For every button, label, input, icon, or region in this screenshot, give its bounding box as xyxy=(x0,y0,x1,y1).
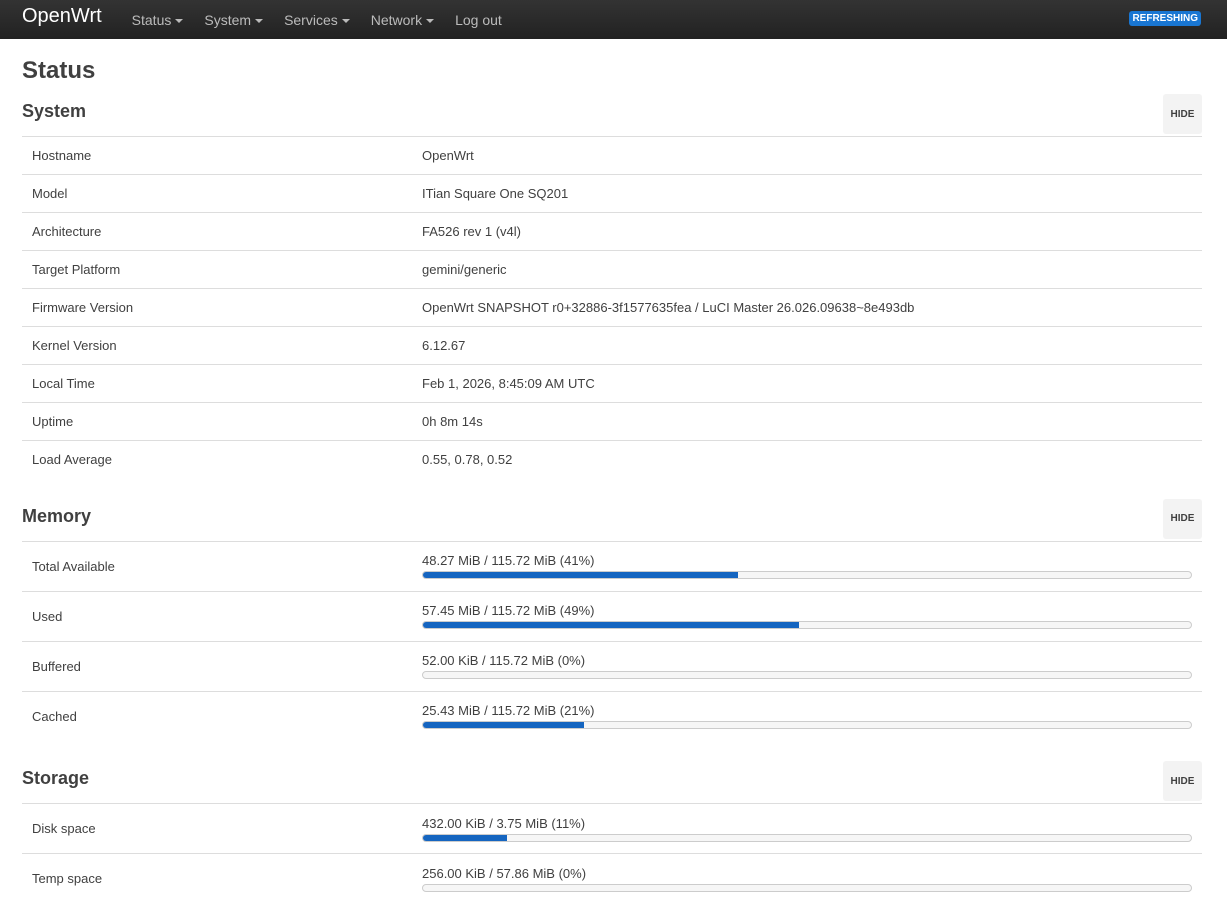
row-label: Disk space xyxy=(22,803,412,854)
menu-status[interactable]: Status xyxy=(132,12,184,28)
progress-bar xyxy=(422,671,1192,679)
storage-table: Disk space 432.00 KiB / 3.75 MiB (11%) Tem… xyxy=(22,803,1202,904)
hide-memory-button[interactable]: HIDE xyxy=(1163,498,1202,539)
refreshing-badge[interactable]: REFRESHING xyxy=(1129,11,1201,26)
table-row: Buffered 52.00 KiB / 115.72 MiB (0%) xyxy=(22,640,1202,691)
system-table: Hostname OpenWrt Model ITian Square One SQ2… xyxy=(22,136,1202,479)
system-section: System HIDE Hostname OpenWrt Model ITian Sq… xyxy=(22,94,1202,479)
progress-fill xyxy=(423,722,585,729)
table-row: Disk space 432.00 KiB / 3.75 MiB (11%) xyxy=(22,803,1202,854)
table-row: Architecture FA526 rev 1 (v4l) xyxy=(22,212,1202,251)
row-label: Load Average xyxy=(22,440,412,479)
caret-down-icon xyxy=(255,18,264,23)
row-value: OpenWrt SNAPSHOT r0+32886-3f1577635fea /… xyxy=(412,288,1202,327)
row-label: Cached xyxy=(22,690,412,741)
menu-label: Network xyxy=(370,11,423,28)
value-text: 0h 8m 14s xyxy=(422,414,483,429)
value-text: FA526 rev 1 (v4l) xyxy=(422,224,521,239)
row-value: 6.12.67 xyxy=(412,326,1202,365)
row-label: Buffered xyxy=(22,640,412,691)
caret-down-icon xyxy=(341,18,350,23)
table-row: Load Average 0.55, 0.78, 0.52 xyxy=(22,440,1202,479)
row-value: 256.00 KiB / 57.86 MiB (0%) xyxy=(412,853,1202,904)
value-text: 48.27 MiB / 115.72 MiB (41%) xyxy=(422,553,595,568)
value-text: OpenWrt SNAPSHOT r0+32886-3f1577635fea /… xyxy=(422,300,915,315)
menu-system[interactable]: System xyxy=(204,11,264,28)
row-label: Architecture xyxy=(22,212,412,251)
row-value: 432.00 KiB / 3.75 MiB (11%) xyxy=(412,803,1202,854)
table-row: Temp space 256.00 KiB / 57.86 MiB (0%) xyxy=(22,853,1202,904)
row-value: FA526 rev 1 (v4l) xyxy=(412,212,1202,251)
row-label: Used xyxy=(22,590,412,641)
caret-down-icon xyxy=(175,18,184,23)
section-title: Storage xyxy=(22,768,90,788)
value-text: 432.00 KiB / 3.75 MiB (11%) xyxy=(422,815,586,831)
row-label: Model xyxy=(22,174,412,213)
hide-system-button[interactable]: HIDE xyxy=(1163,94,1202,134)
row-value: 0.55, 0.78, 0.52 xyxy=(412,440,1202,479)
progress-bar xyxy=(422,721,1192,730)
progress-bar xyxy=(422,883,1192,892)
menu-label: Services xyxy=(284,11,338,28)
row-label: Uptime xyxy=(22,402,412,441)
value-text: 256.00 KiB / 57.86 MiB (0%) xyxy=(422,865,587,881)
table-row: Hostname OpenWrt xyxy=(22,136,1202,175)
table-row: Uptime 0h 8m 14s xyxy=(22,402,1202,441)
progress-bar xyxy=(422,621,1192,629)
value-text: ITian Square One SQ201 xyxy=(422,186,569,201)
row-value: OpenWrt xyxy=(412,136,1202,175)
row-label: Hostname xyxy=(22,136,412,175)
table-row: Total Available 48.27 MiB / 115.72 MiB (4… xyxy=(22,540,1202,591)
row-value: 25.43 MiB / 115.72 MiB (21%) xyxy=(412,690,1202,741)
menu-label: System xyxy=(204,11,252,28)
memory-section: Memory HIDE Total Available 48.27 MiB / 1… xyxy=(22,498,1202,741)
section-title: Memory xyxy=(22,505,92,526)
row-value: gemini/generic xyxy=(412,250,1202,289)
progress-fill xyxy=(423,834,508,841)
progress-bar xyxy=(422,833,1192,842)
progress-fill xyxy=(423,572,738,578)
value-text: OpenWrt xyxy=(422,148,474,163)
row-value: 0h 8m 14s xyxy=(412,402,1202,441)
caret-down-icon xyxy=(426,18,435,23)
table-row: Local Time Feb 1, 2026, 8:45:09 AM UTC xyxy=(22,364,1202,403)
row-value: 57.45 MiB / 115.72 MiB (49%) xyxy=(412,590,1202,641)
row-value: ITian Square One SQ201 xyxy=(412,174,1202,213)
row-value: Feb 1, 2026, 8:45:09 AM UTC xyxy=(412,364,1202,403)
table-row: Target Platform gemini/generic xyxy=(22,250,1202,289)
row-label: Kernel Version xyxy=(22,326,412,365)
page-title: Status xyxy=(22,57,96,84)
hide-storage-button[interactable]: HIDE xyxy=(1163,761,1202,801)
menu-logout[interactable]: Log out xyxy=(455,11,502,28)
value-text: Feb 1, 2026, 8:45:09 AM UTC xyxy=(422,376,595,391)
value-text: 52.00 KiB / 115.72 MiB (0%) xyxy=(422,653,586,668)
menu-services[interactable]: Services xyxy=(284,12,350,28)
brand-logo[interactable]: OpenWrt xyxy=(22,5,102,27)
row-label: Total Available xyxy=(22,540,412,591)
menu-network[interactable]: Network xyxy=(370,11,435,28)
memory-table: Total Available 48.27 MiB / 115.72 MiB (4… xyxy=(22,540,1202,741)
row-label: Local Time xyxy=(22,364,412,403)
row-label: Firmware Version xyxy=(22,288,412,327)
menu-label: Status xyxy=(131,11,172,28)
section-title: System xyxy=(22,101,87,121)
navbar: OpenWrt Status System Services Network L… xyxy=(0,0,1227,39)
value-text: gemini/generic xyxy=(422,262,507,277)
value-text: 0.55, 0.78, 0.52 xyxy=(422,452,513,468)
table-row: Cached 25.43 MiB / 115.72 MiB (21%) xyxy=(22,690,1202,741)
storage-section: Storage HIDE Disk space 432.00 KiB / 3.75… xyxy=(22,761,1202,904)
row-value: 52.00 KiB / 115.72 MiB (0%) xyxy=(412,640,1202,691)
value-text: 25.43 MiB / 115.72 MiB (21%) xyxy=(422,703,595,719)
table-row: Firmware Version OpenWrt SNAPSHOT r0+3288… xyxy=(22,288,1202,327)
progress-fill xyxy=(423,622,800,628)
row-value: 48.27 MiB / 115.72 MiB (41%) xyxy=(412,540,1202,591)
value-text: 57.45 MiB / 115.72 MiB (49%) xyxy=(422,603,595,618)
table-row: Model ITian Square One SQ201 xyxy=(22,174,1202,213)
value-text: 6.12.67 xyxy=(422,338,466,353)
row-label: Temp space xyxy=(22,853,412,904)
progress-bar xyxy=(422,571,1192,579)
table-row: Kernel Version 6.12.67 xyxy=(22,326,1202,365)
table-row: Used 57.45 MiB / 115.72 MiB (49%) xyxy=(22,590,1202,641)
row-label: Target Platform xyxy=(22,250,412,289)
